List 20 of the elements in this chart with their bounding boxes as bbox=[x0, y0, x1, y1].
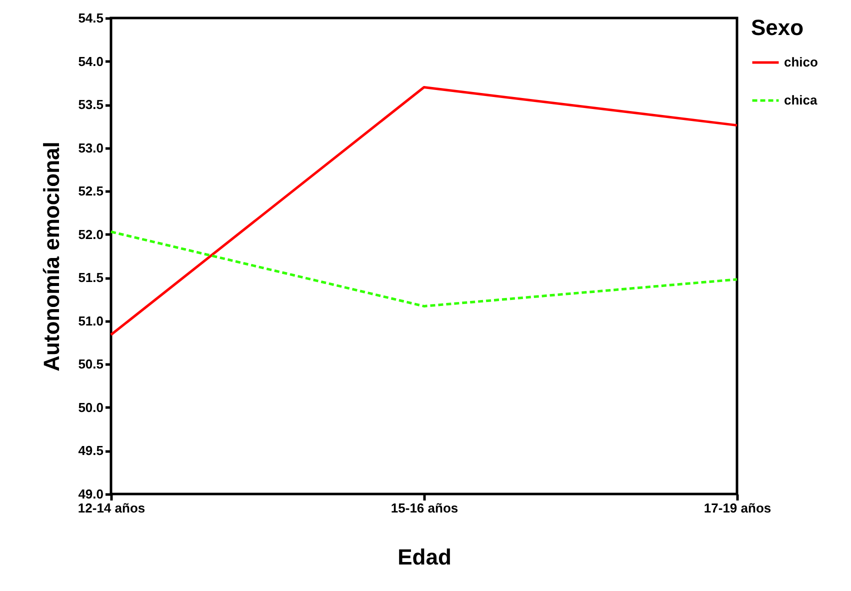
y-tick-label: 54.5 bbox=[78, 10, 104, 26]
x-tick-label: 12-14 años bbox=[78, 500, 146, 516]
legend-label: chica bbox=[784, 92, 818, 108]
y-axis-title: Autonomía emocional bbox=[39, 142, 64, 372]
y-tick-label: 54.0 bbox=[78, 54, 104, 69]
y-tick-label: 52.0 bbox=[78, 226, 104, 242]
y-tick-label: 49.0 bbox=[78, 486, 104, 502]
y-tick-label: 52.5 bbox=[78, 184, 104, 199]
y-tick-label: 53.0 bbox=[78, 140, 104, 156]
legend-title: Sexo bbox=[751, 15, 804, 40]
y-tick-label: 51.5 bbox=[78, 270, 104, 286]
x-tick-label: 17-19 años bbox=[704, 500, 772, 516]
x-axis-title: Edad bbox=[398, 544, 452, 570]
y-tick-label: 50.0 bbox=[78, 400, 104, 415]
legend-label: chico bbox=[784, 54, 818, 70]
x-tick-label: 15-16 años bbox=[390, 500, 458, 516]
y-tick-label: 53.5 bbox=[78, 97, 104, 112]
y-tick-label: 51.0 bbox=[78, 313, 104, 328]
y-tick-label: 50.5 bbox=[78, 356, 104, 372]
y-tick-label: 49.5 bbox=[78, 443, 104, 458]
